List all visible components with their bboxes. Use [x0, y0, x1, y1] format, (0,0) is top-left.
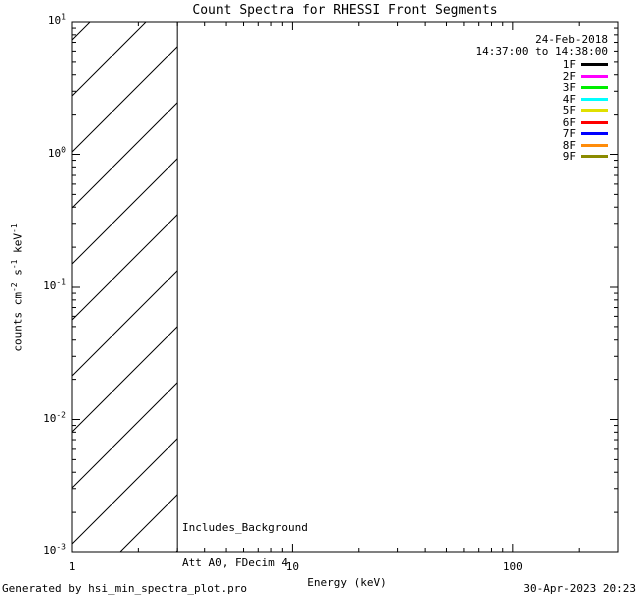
legend-color-line	[581, 86, 608, 90]
legend-color-line	[581, 63, 608, 67]
legend-entry-label: 9F	[562, 150, 576, 163]
legend-entry-label: 2F	[562, 69, 576, 83]
y-tick-label: 10-1	[43, 277, 66, 292]
legend-entry: 2F	[562, 69, 608, 83]
legend-entry-label: 6F	[562, 115, 576, 129]
legend-entry: 7F	[563, 128, 608, 140]
x-tick-label: 10	[285, 560, 300, 573]
y-tick-label: 10-3	[43, 542, 66, 557]
render-timestamp: 30-Apr-2023 20:23	[523, 582, 636, 595]
legend-entry-label: 5F	[562, 104, 576, 117]
legend: 1F 2F 3F 4F 5F 6F 7F 8F 9F	[563, 59, 608, 163]
legend-color-line	[581, 155, 608, 159]
legend-entry: 3F	[563, 82, 608, 94]
annotation-includes-background: Includes_Background	[182, 521, 308, 534]
legend-color-line	[581, 74, 608, 78]
legend-entry: 9F	[563, 151, 608, 163]
legend-color-line	[581, 120, 608, 124]
axis-ticks	[71, 21, 618, 553]
legend-entry: 4F	[562, 92, 608, 106]
legend-entry: 1F	[563, 59, 608, 71]
y-tick-label: 101	[47, 12, 66, 27]
observation-date: 24-Feb-2018	[535, 33, 608, 46]
x-tick-label: 1	[68, 560, 76, 573]
y-tick-label: 10-2	[43, 409, 66, 425]
legend-entry-label: 4F	[562, 92, 576, 106]
legend-entry: 8F	[562, 138, 608, 152]
legend-entry-label: 7F	[562, 127, 576, 140]
legend-color-line	[581, 97, 608, 101]
x-tick-label: 100	[502, 560, 523, 573]
observation-time-range: 14:37:00 to 14:38:00	[475, 45, 608, 58]
legend-color-line	[581, 132, 608, 136]
legend-entry-label: 1F	[562, 58, 576, 71]
legend-entry-label: 3F	[562, 81, 576, 94]
legend-entry: 5F	[563, 105, 608, 117]
hatched-low-energy-region	[72, 22, 178, 552]
chart-title: Count Spectra for RHESSI Front Segments	[192, 3, 498, 18]
annotation-block: Includes_Background Att A0, FDecim 4	[182, 499, 308, 591]
y-tick-label: 100	[47, 144, 66, 160]
legend-entry: 6F	[562, 115, 608, 129]
x-axis-label: Energy (keV)	[307, 576, 387, 589]
annotation-attenuator-state: Att A0, FDecim 4	[182, 555, 288, 569]
legend-color-line	[581, 143, 608, 147]
legend-entry-label: 8F	[562, 138, 576, 152]
generated-by-text: Generated by hsi_min_spectra_plot.pro	[2, 582, 248, 595]
legend-color-line	[581, 109, 608, 113]
